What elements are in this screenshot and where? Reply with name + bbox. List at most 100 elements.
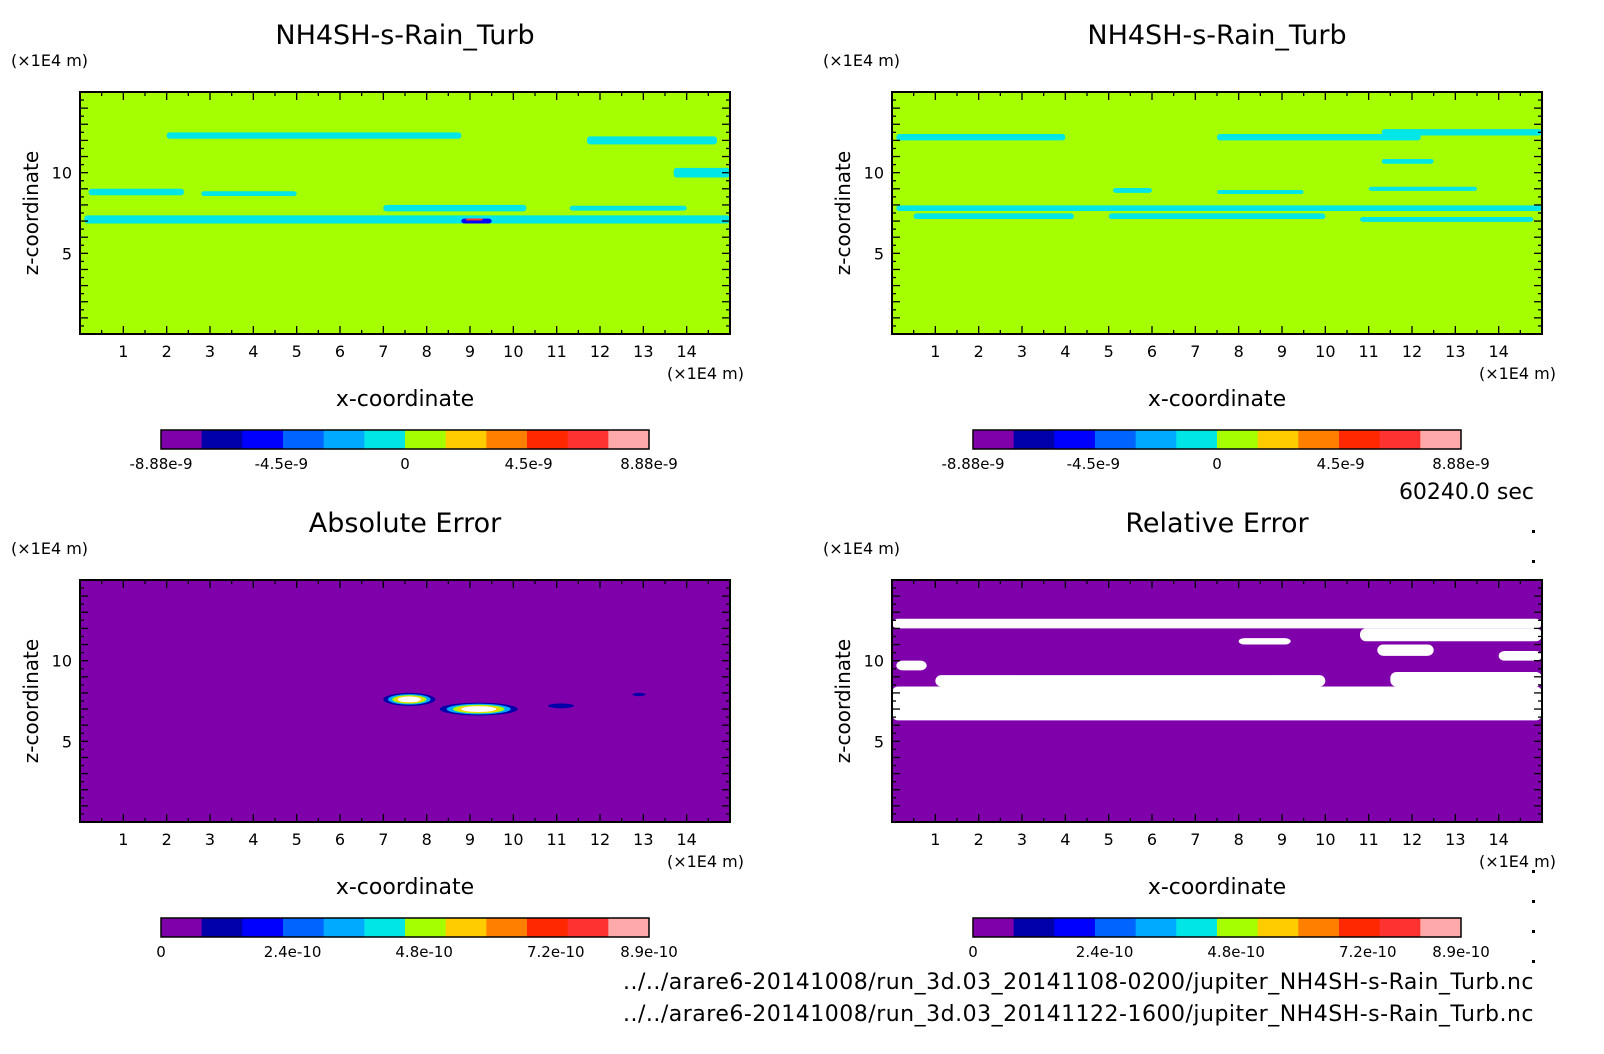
colorbar-tick-label: 4.8e-10 [395, 943, 453, 961]
x-tick-label: 7 [1190, 830, 1200, 849]
x-tick-label: 5 [292, 342, 302, 361]
separator-dot [1532, 960, 1535, 963]
colorbar-segment [323, 918, 365, 937]
colorbar-segment [1339, 918, 1381, 937]
colorbar-tick-label: 8.9e-10 [620, 943, 678, 961]
contour-band [84, 215, 730, 224]
contour-band [166, 132, 462, 139]
x-tick-label: 7 [378, 830, 388, 849]
plot-area [892, 580, 1542, 822]
x-axis-label: x-coordinate [1148, 875, 1286, 900]
contour-gap [892, 618, 1542, 629]
colorbar-segment [527, 918, 569, 937]
x-tick-label: 11 [546, 830, 566, 849]
contour-gap [935, 675, 1326, 687]
separator-dot [1532, 530, 1535, 533]
contour-band [569, 205, 687, 211]
x-tick-label: 5 [292, 830, 302, 849]
contour-band [88, 188, 184, 196]
contour-band [465, 218, 483, 221]
colorbar-tick-label: -4.5e-9 [1067, 455, 1120, 473]
x-tick-label: 3 [1017, 830, 1027, 849]
colorbar-tick-label: 0 [400, 455, 410, 473]
x-tick-label: 9 [465, 830, 475, 849]
colorbar-segment [201, 430, 243, 449]
x-unit-label: (×1E4 m) [1479, 364, 1556, 383]
plot-area [80, 92, 730, 334]
x-tick-label: 10 [503, 342, 523, 361]
x-tick-label: 8 [422, 830, 432, 849]
colorbar-segment [1217, 918, 1259, 937]
contour-gap [1238, 638, 1291, 645]
colorbar-segment [1217, 430, 1259, 449]
x-tick-label: 11 [546, 342, 566, 361]
colorbar-segment [486, 918, 528, 937]
field-background [80, 92, 730, 334]
colorbar-segment [364, 918, 406, 937]
colorbar-segment [608, 430, 650, 449]
colorbar-frame [972, 917, 1462, 938]
x-tick-label: 11 [1358, 830, 1378, 849]
colorbar-segment [161, 430, 203, 449]
x-tick-label: 14 [676, 830, 696, 849]
colorbar-segment [1095, 430, 1137, 449]
separator-dot [1532, 870, 1535, 873]
colorbar-segment [283, 430, 325, 449]
x-tick-label: 3 [205, 342, 215, 361]
x-tick-label: 12 [1402, 342, 1422, 361]
x-tick-label: 13 [1445, 830, 1465, 849]
x-tick-label: 13 [633, 830, 653, 849]
colorbar-segment [405, 430, 447, 449]
x-tick-label: 1 [118, 830, 128, 849]
x-tick-label: 12 [1402, 830, 1422, 849]
x-tick-label: 14 [1488, 830, 1508, 849]
x-tick-label: 6 [1147, 830, 1157, 849]
x-tick-label: 9 [465, 342, 475, 361]
y-tick-label: 10 [864, 164, 884, 183]
contour-blob [632, 692, 646, 697]
x-tick-label: 9 [1277, 830, 1287, 849]
x-tick-label: 8 [1234, 830, 1244, 849]
contour-band [896, 133, 1066, 141]
colorbar-tick-label: 8.88e-9 [620, 455, 678, 473]
contour-band [587, 136, 717, 145]
colorbar-segment [283, 918, 325, 937]
x-unit-label: (×1E4 m) [1479, 852, 1556, 871]
contour-blob [397, 696, 422, 703]
colorbar-segment [161, 918, 203, 937]
colorbar-segment [1095, 918, 1137, 937]
colorbar-segment [1013, 430, 1055, 449]
colorbar-segment [567, 918, 609, 937]
colorbar-segment [486, 430, 528, 449]
colorbar-segment [1054, 430, 1096, 449]
contour-gap [1377, 644, 1434, 656]
contour-gap [1360, 628, 1542, 642]
colorbar-segment [405, 918, 447, 937]
y-tick-label: 5 [62, 244, 72, 263]
x-tick-label: 12 [590, 342, 610, 361]
colorbar-segment [445, 918, 487, 937]
contour-band [673, 167, 730, 178]
y-unit-label: (×1E4 m) [823, 51, 900, 70]
x-tick-label: 10 [503, 830, 523, 849]
x-tick-label: 6 [335, 830, 345, 849]
contour-gap [896, 660, 927, 671]
colorbar-frame [160, 429, 650, 450]
contour-band [383, 204, 527, 212]
contour-blob [461, 706, 497, 712]
x-tick-label: 14 [676, 342, 696, 361]
contour-band [1381, 129, 1542, 136]
y-tick-label: 10 [52, 652, 72, 671]
contour-band [1368, 186, 1477, 191]
x-tick-label: 8 [422, 342, 432, 361]
colorbar-segment [1176, 918, 1218, 937]
colorbar-segment [1298, 918, 1340, 937]
y-axis-label: z-coordinate [19, 639, 43, 763]
y-axis-label: z-coordinate [19, 151, 43, 275]
colorbar-segment [1176, 430, 1218, 449]
colorbar-segment [973, 430, 1015, 449]
field-background [892, 92, 1542, 334]
x-tick-label: 3 [1017, 342, 1027, 361]
colorbar-segment [1420, 430, 1462, 449]
